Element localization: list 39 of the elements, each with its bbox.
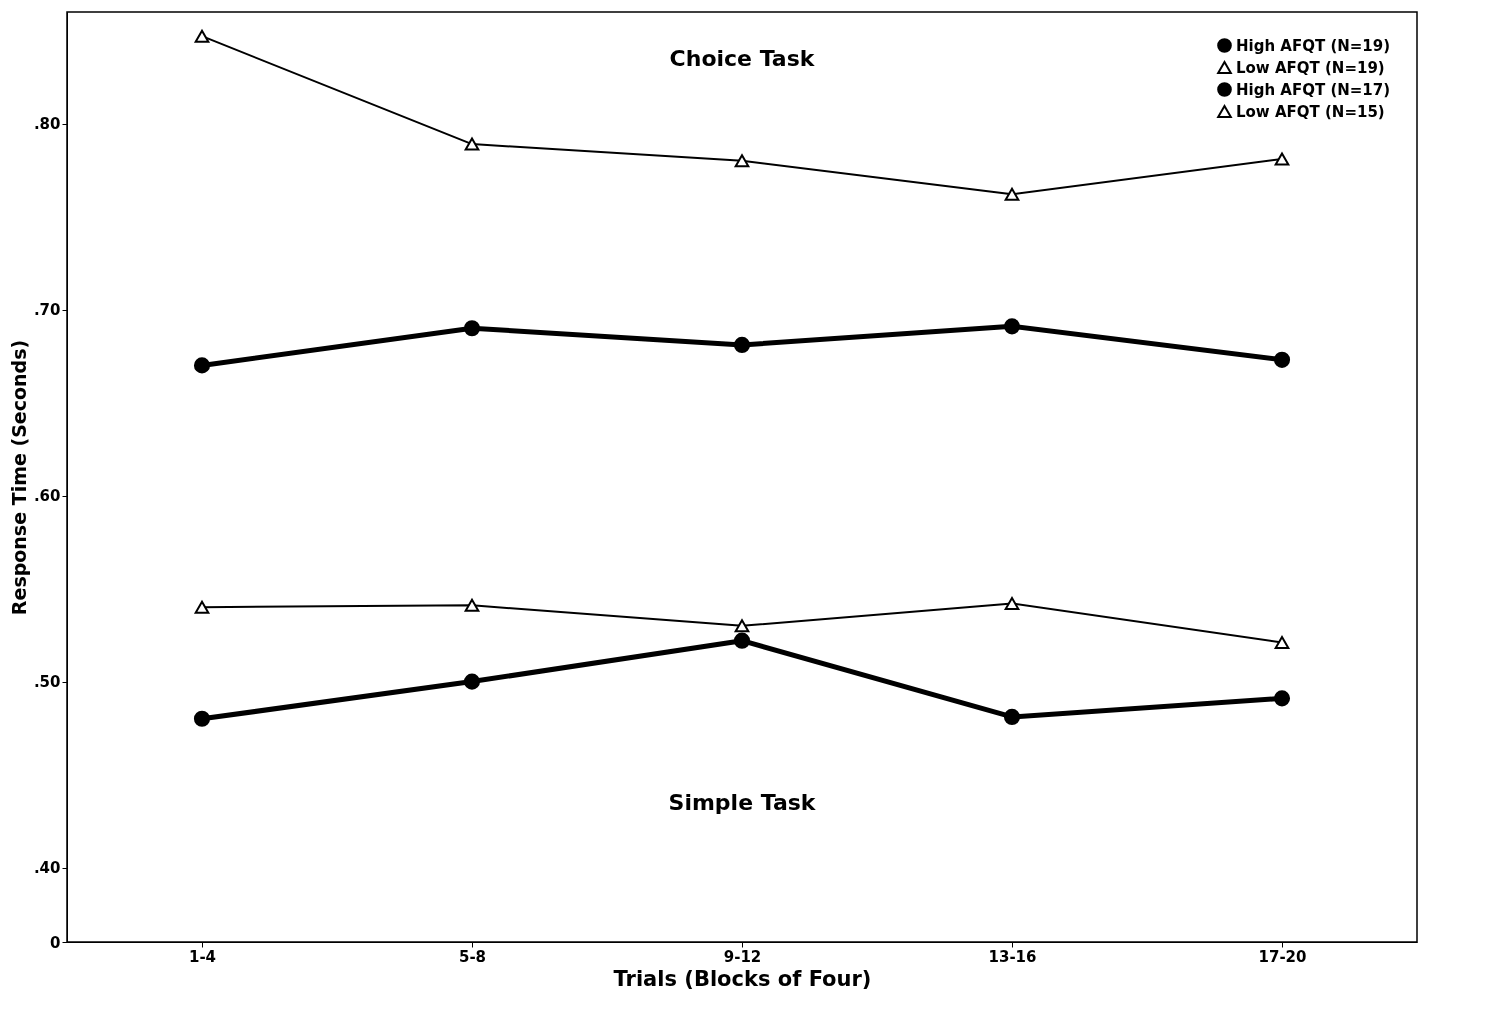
point <box>193 357 211 374</box>
x-tick-label: 5-8 <box>458 947 487 966</box>
x-tick-label: 17-20 <box>1258 947 1307 966</box>
y-tick-label: .60 <box>33 487 61 506</box>
point <box>734 619 750 633</box>
annotation: Simple Task <box>668 789 817 815</box>
annotation: Choice Task <box>669 45 816 71</box>
point <box>464 137 480 151</box>
point <box>194 600 210 614</box>
point <box>464 598 480 612</box>
point <box>733 336 751 353</box>
y-tick-label: .70 <box>33 301 61 320</box>
x-tick-label: 9-12 <box>723 947 762 966</box>
point <box>193 710 211 727</box>
legend-label: Low AFQT (N=19) <box>1236 58 1385 77</box>
y-axis-title: Response Time (Seconds) <box>7 339 30 616</box>
y-tick-label: .40 <box>33 859 61 878</box>
legend-label: Low AFQT (N=15) <box>1236 102 1385 121</box>
point <box>734 154 750 168</box>
y-tick-label: .80 <box>33 115 61 134</box>
point <box>1003 708 1021 725</box>
point <box>1004 597 1020 610</box>
point <box>1273 351 1291 368</box>
point <box>1274 636 1290 650</box>
point <box>463 673 481 690</box>
x-tick-label: 1-4 <box>188 947 217 966</box>
point <box>1273 690 1291 707</box>
point <box>1003 318 1021 335</box>
legend-label: High AFQT (N=17) <box>1236 80 1391 99</box>
legend-label: High AFQT (N=19) <box>1236 36 1391 55</box>
point <box>194 29 210 43</box>
x-tick-label: 13-16 <box>988 947 1037 966</box>
point <box>1274 152 1290 166</box>
point <box>463 320 481 337</box>
point <box>1004 187 1020 201</box>
y-tick-label: 0 <box>50 933 61 952</box>
x-axis-title: Trials (Blocks of Four) <box>613 966 872 991</box>
y-tick-label: .50 <box>33 673 61 692</box>
point <box>733 632 751 649</box>
